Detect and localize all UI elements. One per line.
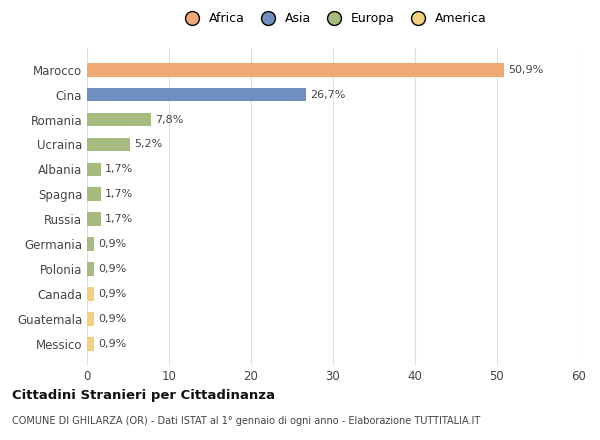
Bar — [87, 213, 101, 226]
Text: COMUNE DI GHILARZA (OR) - Dati ISTAT al 1° gennaio di ogni anno - Elaborazione T: COMUNE DI GHILARZA (OR) - Dati ISTAT al … — [12, 416, 480, 426]
Text: 1,7%: 1,7% — [105, 214, 133, 224]
Bar — [87, 237, 94, 251]
Bar — [87, 287, 94, 301]
Text: 0,9%: 0,9% — [98, 339, 127, 349]
Text: 50,9%: 50,9% — [508, 65, 544, 75]
Text: Cittadini Stranieri per Cittadinanza: Cittadini Stranieri per Cittadinanza — [12, 389, 275, 403]
Text: 0,9%: 0,9% — [98, 289, 127, 299]
Legend: Africa, Asia, Europa, America: Africa, Asia, Europa, America — [174, 7, 492, 30]
Bar — [87, 63, 505, 77]
Text: 5,2%: 5,2% — [134, 139, 162, 150]
Bar — [87, 312, 94, 326]
Bar — [87, 187, 101, 201]
Bar — [87, 88, 306, 102]
Text: 1,7%: 1,7% — [105, 165, 133, 174]
Text: 0,9%: 0,9% — [98, 239, 127, 249]
Bar — [87, 113, 151, 126]
Bar — [87, 337, 94, 351]
Text: 7,8%: 7,8% — [155, 114, 184, 125]
Text: 1,7%: 1,7% — [105, 189, 133, 199]
Bar — [87, 138, 130, 151]
Text: 0,9%: 0,9% — [98, 264, 127, 274]
Bar — [87, 162, 101, 176]
Text: 0,9%: 0,9% — [98, 314, 127, 324]
Text: 26,7%: 26,7% — [310, 90, 346, 99]
Bar — [87, 262, 94, 276]
